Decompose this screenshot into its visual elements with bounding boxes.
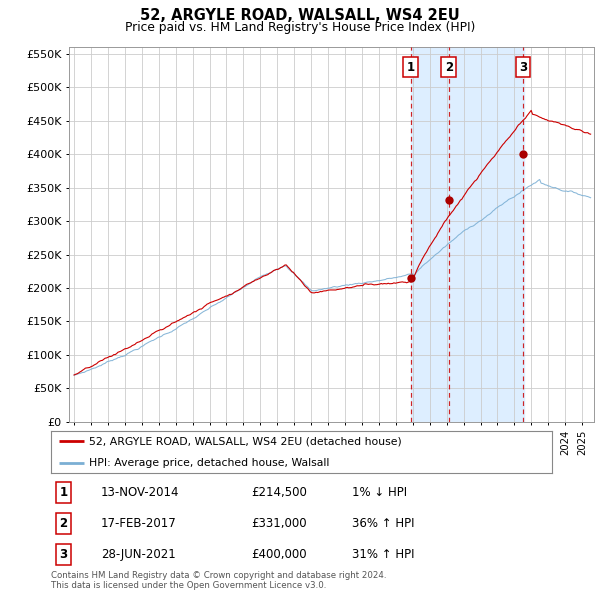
Text: 28-JUN-2021: 28-JUN-2021	[101, 548, 176, 561]
Text: £331,000: £331,000	[251, 517, 307, 530]
Text: Contains HM Land Registry data © Crown copyright and database right 2024.: Contains HM Land Registry data © Crown c…	[51, 571, 386, 579]
Text: 1: 1	[59, 486, 68, 499]
Text: 3: 3	[519, 61, 527, 74]
Text: £400,000: £400,000	[251, 548, 307, 561]
Text: This data is licensed under the Open Government Licence v3.0.: This data is licensed under the Open Gov…	[51, 581, 326, 589]
Text: 1: 1	[407, 61, 415, 74]
Text: 1% ↓ HPI: 1% ↓ HPI	[352, 486, 407, 499]
Text: 52, ARGYLE ROAD, WALSALL, WS4 2EU (detached house): 52, ARGYLE ROAD, WALSALL, WS4 2EU (detac…	[89, 437, 401, 446]
Text: Price paid vs. HM Land Registry's House Price Index (HPI): Price paid vs. HM Land Registry's House …	[125, 21, 475, 34]
Text: 31% ↑ HPI: 31% ↑ HPI	[352, 548, 414, 561]
Bar	[410, 47, 524, 422]
Text: £214,500: £214,500	[251, 486, 307, 499]
Text: 17-FEB-2017: 17-FEB-2017	[101, 517, 177, 530]
Text: HPI: Average price, detached house, Walsall: HPI: Average price, detached house, Wals…	[89, 458, 329, 467]
Text: 2: 2	[445, 61, 453, 74]
Text: 3: 3	[59, 548, 68, 561]
Text: 2: 2	[59, 517, 68, 530]
Text: 36% ↑ HPI: 36% ↑ HPI	[352, 517, 414, 530]
Text: 52, ARGYLE ROAD, WALSALL, WS4 2EU: 52, ARGYLE ROAD, WALSALL, WS4 2EU	[140, 8, 460, 23]
Text: 13-NOV-2014: 13-NOV-2014	[101, 486, 179, 499]
